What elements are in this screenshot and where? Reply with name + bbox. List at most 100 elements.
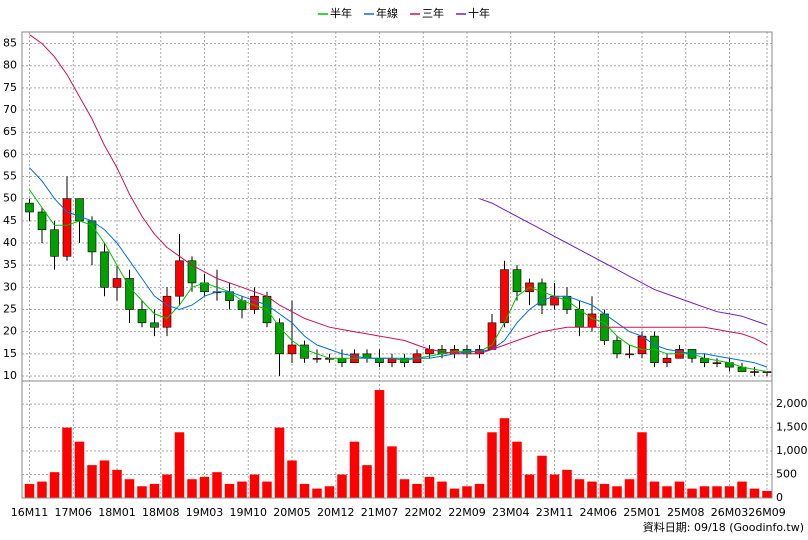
volume-bar xyxy=(737,481,747,498)
y-tick-label: 70 xyxy=(3,103,17,116)
volume-bar xyxy=(399,479,410,498)
x-tick-label: 25M01 xyxy=(623,506,661,519)
legend: 半年 年線 三年 十年 xyxy=(318,6,490,20)
candle-body xyxy=(275,322,284,355)
ma-line xyxy=(479,198,768,326)
x-tick-label: 16M11 xyxy=(11,506,49,519)
volume-bar xyxy=(674,481,685,498)
candle-body xyxy=(287,344,297,355)
volume-bar xyxy=(349,441,360,498)
volume-bar xyxy=(687,488,697,498)
volume-bar xyxy=(662,486,672,498)
plot-frame xyxy=(21,31,773,499)
volume-bar xyxy=(437,481,447,498)
y2-tick-label: 1,500 xyxy=(776,421,808,434)
volume-bar xyxy=(537,455,547,498)
volume-bar xyxy=(499,418,510,498)
candle-body xyxy=(50,229,59,257)
y2-tick-label: 0 xyxy=(776,491,783,504)
volume-bar xyxy=(149,483,160,498)
volume-bar xyxy=(624,479,635,498)
candle-body xyxy=(62,198,72,257)
volume-bar xyxy=(462,486,472,498)
candle-body xyxy=(112,278,122,288)
volume-bar xyxy=(124,479,135,498)
candle-body xyxy=(100,251,109,288)
candle-body xyxy=(662,357,672,364)
y-tick-label: 25 xyxy=(3,303,17,316)
volume-bar xyxy=(387,446,397,498)
volume-bar xyxy=(137,486,147,498)
y-tick-label: 80 xyxy=(3,59,17,72)
volume-bar xyxy=(324,486,335,498)
y-tick-label: 45 xyxy=(3,214,17,227)
legend-label: 年線 xyxy=(376,6,398,20)
candle-body xyxy=(575,309,584,328)
candle-body xyxy=(150,322,159,328)
y-tick-label: 30 xyxy=(3,280,17,293)
volume-bar xyxy=(262,481,272,498)
volume-bar xyxy=(424,476,435,498)
candle-body xyxy=(762,371,772,373)
ma-line xyxy=(29,189,768,373)
volume-bar xyxy=(174,432,185,498)
x-tick-label: 19M03 xyxy=(186,506,224,519)
volume-bar xyxy=(487,432,497,498)
volume-bar xyxy=(49,472,60,498)
candle-body xyxy=(37,211,47,231)
x-tick-label: 17M06 xyxy=(55,506,93,519)
candle-body xyxy=(175,260,184,297)
volume-bar xyxy=(649,481,660,498)
y2-tick-label: 500 xyxy=(776,468,797,481)
candle-body xyxy=(537,282,547,306)
y-tick-label: 20 xyxy=(3,325,17,338)
candle-body xyxy=(250,295,259,310)
x-tick-label: 25M08 xyxy=(667,506,705,519)
candle-body xyxy=(25,202,34,213)
x-tick-label: 24M06 xyxy=(580,506,618,519)
volume-bar xyxy=(362,465,372,498)
candle-body xyxy=(375,357,384,364)
y-tick-label: 65 xyxy=(3,125,17,138)
y-tick-label: 10 xyxy=(3,369,17,382)
x-tick-label: 20M05 xyxy=(273,506,311,519)
volume-bar xyxy=(249,474,260,498)
footer: 資料日期: 09/18 (Goodinfo.tw) xyxy=(643,520,804,534)
candle-body xyxy=(312,357,322,360)
volume-bar xyxy=(337,474,347,498)
legend-label: 十年 xyxy=(468,6,490,20)
x-tick-label: 21M07 xyxy=(361,506,399,519)
volume-bar xyxy=(524,474,535,498)
candle-body xyxy=(137,309,147,324)
y-tick-label: 60 xyxy=(3,147,17,160)
volume-bar xyxy=(562,469,572,498)
volume-bar xyxy=(474,483,485,498)
volume-bar xyxy=(374,390,385,498)
volume-bar xyxy=(299,483,310,498)
candle-body xyxy=(187,260,197,284)
candle-body xyxy=(712,362,722,365)
y-tick-label: 55 xyxy=(3,170,17,183)
volume-bar xyxy=(749,488,760,498)
candle-body xyxy=(162,295,172,328)
y2-tick-label: 1,000 xyxy=(776,444,808,457)
volume-bar xyxy=(599,483,610,498)
volume-bar xyxy=(112,469,122,498)
candle-body xyxy=(625,353,634,356)
x-tick-label: 26M03 xyxy=(711,506,749,519)
ma-line xyxy=(29,34,768,355)
x-tick-label: 26M09 xyxy=(748,506,786,519)
ma-line xyxy=(29,167,768,368)
x-tick-label: 22M02 xyxy=(405,506,443,519)
volume-bar xyxy=(37,481,47,498)
legend-label: 半年 xyxy=(330,6,352,20)
volume-bar xyxy=(187,479,197,498)
y-tick-label: 85 xyxy=(3,37,17,50)
volume-bar xyxy=(237,481,247,498)
y-tick-label: 40 xyxy=(3,236,17,249)
candle-body xyxy=(125,278,134,310)
volume-bar xyxy=(762,490,772,498)
candle-body xyxy=(300,344,309,359)
